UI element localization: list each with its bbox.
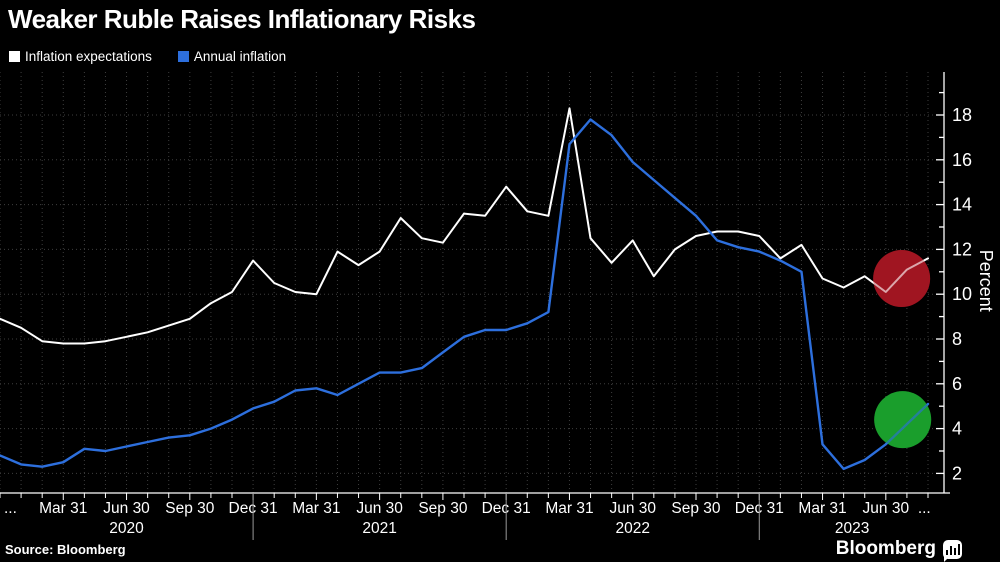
x-tick-label: Jun 30 xyxy=(103,500,150,517)
highlight-circle-overlay xyxy=(873,250,931,308)
x-tick-label: Mar 31 xyxy=(798,500,846,517)
legend-item: Inflation expectations xyxy=(9,49,152,64)
x-year-label: 2021 xyxy=(362,520,396,537)
x-tick-label: Mar 31 xyxy=(39,500,87,517)
y-axis-title: Percent xyxy=(976,250,996,312)
x-tick-label: Mar 31 xyxy=(545,500,593,517)
y-tick-label: 18 xyxy=(952,105,972,125)
y-tick-label: 2 xyxy=(952,463,962,483)
y-tick-label: 16 xyxy=(952,150,972,170)
highlight-circle xyxy=(874,391,932,449)
series-line-inflation-expectations xyxy=(0,107,929,345)
x-tick-label: Sep 30 xyxy=(418,500,468,517)
x-year-label: 2022 xyxy=(615,520,649,537)
bloomberg-logo-icon xyxy=(943,539,962,562)
y-tick-label: 12 xyxy=(952,239,972,259)
legend-item: Annual inflation xyxy=(177,49,287,64)
x-tick-label: Jun 30 xyxy=(609,500,656,517)
y-tick-label: 14 xyxy=(952,195,972,215)
x-tick-label: Jun 30 xyxy=(356,500,403,517)
bloomberg-wordmark: Bloomberg xyxy=(835,538,962,562)
legend: Inflation expectations Annual inflation xyxy=(9,49,286,64)
x-tick-label: Mar 31 xyxy=(292,500,340,517)
legend-label: Annual inflation xyxy=(193,49,287,64)
x-tick-label: Sep 30 xyxy=(671,500,721,517)
legend-swatch xyxy=(177,51,189,62)
y-tick-label: 10 xyxy=(952,284,972,304)
legend-swatch xyxy=(9,51,20,62)
legend-label: Inflation expectations xyxy=(25,49,152,64)
x-label-ellipsis-end: ... xyxy=(918,500,931,517)
x-year-label: 2023 xyxy=(835,520,869,537)
x-year-label: 2020 xyxy=(109,520,144,537)
source-text: Source: Bloomberg xyxy=(5,542,126,557)
y-tick-label: 4 xyxy=(952,419,962,439)
x-tick-label: Jun 30 xyxy=(863,500,910,517)
series-line-annual-inflation xyxy=(0,118,930,471)
x-tick-label: Sep 30 xyxy=(165,500,215,517)
x-label-ellipsis-start: ... xyxy=(4,500,17,517)
highlight-circle-overlay xyxy=(874,391,932,449)
bloomberg-name: Bloomberg xyxy=(835,538,936,559)
y-tick-label: 6 xyxy=(952,374,962,394)
y-tick-label: 8 xyxy=(952,329,962,349)
chart-title: Weaker Ruble Raises Inflationary Risks xyxy=(8,4,476,34)
